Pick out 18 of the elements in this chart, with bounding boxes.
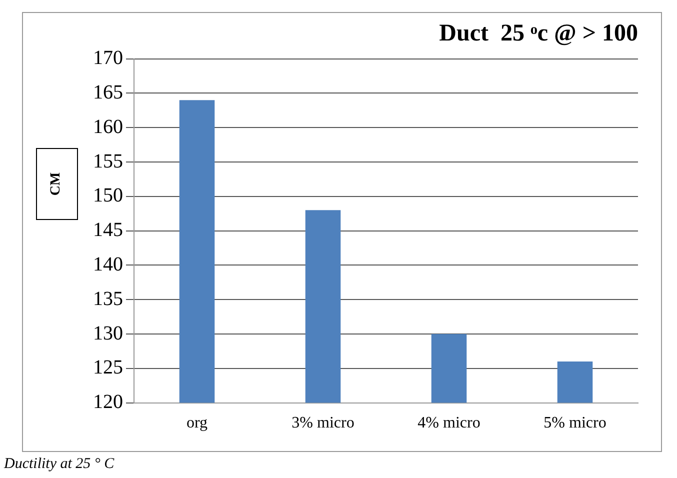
y-axis-title: CM	[48, 172, 65, 196]
y-tick-label: 170	[93, 47, 123, 70]
y-tick-label: 155	[93, 150, 123, 172]
text: Ductility at 25 ° C	[4, 456, 114, 473]
x-tick-label: 4% micro	[418, 414, 480, 432]
y-tick-label: 160	[93, 116, 123, 138]
x-tick-label: org	[186, 414, 208, 432]
y-tick-label: 125	[93, 356, 123, 379]
y-tick-label: 135	[93, 288, 123, 310]
x-tick-label: 3% micro	[292, 414, 354, 432]
y-tick-label: 145	[93, 219, 123, 242]
y-tick-label: 165	[93, 81, 123, 104]
y-tick-label: 150	[93, 184, 123, 207]
y-tick-label: 130	[93, 322, 123, 344]
x-tick-label: 5% micro	[544, 414, 606, 432]
chart-title: Duct 25 ͦc @ > 100	[439, 20, 638, 47]
y-tick-label: 140	[93, 253, 123, 276]
y-tick-label: 120	[93, 391, 123, 414]
